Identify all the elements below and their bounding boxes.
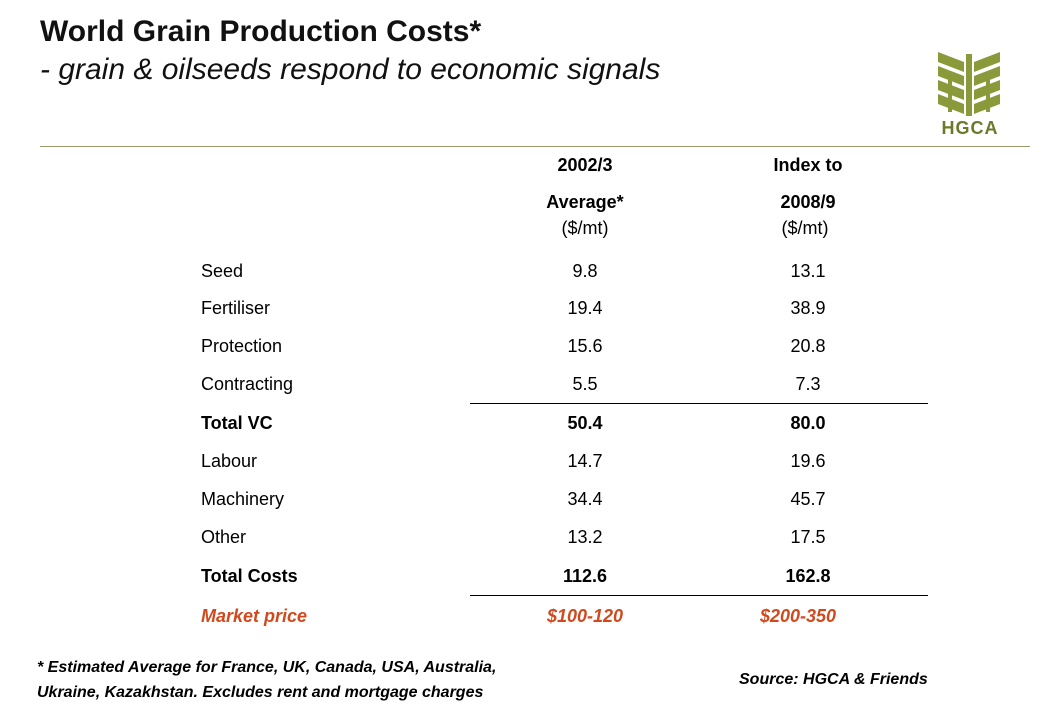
row-value-total-vc-2008: 80.0: [790, 413, 826, 433]
subtotal-divider: [470, 403, 928, 404]
col1-unit: ($/mt): [561, 218, 609, 238]
page-subtitle: - grain & oilseeds respond to economic s…: [40, 53, 661, 86]
page-title: World Grain Production Costs*: [40, 15, 482, 48]
row-label-total-costs: Total Costs: [201, 566, 298, 586]
row-label-contracting: Contracting: [201, 374, 294, 394]
col2-header-line1: Index to: [773, 155, 843, 175]
row-value-protection-2008: 20.8: [790, 336, 826, 356]
row-label-total-vc: Total VC: [201, 413, 273, 433]
row-label-other: Other: [201, 527, 247, 547]
row-value-market-price-2002: $100-120: [546, 606, 624, 626]
row-value-other-2002: 13.2: [567, 527, 603, 547]
row-value-total-costs-2008: 162.8: [785, 566, 831, 586]
hgca-wheat-logo-icon: [938, 52, 1000, 116]
row-value-other-2008: 17.5: [790, 527, 826, 547]
row-value-labour-2002: 14.7: [567, 451, 603, 471]
footnote-line2: Ukraine, Kazakhstan. Excludes rent and m…: [37, 684, 484, 701]
row-label-labour: Labour: [201, 451, 258, 471]
col1-header-line2: Average*: [546, 192, 624, 212]
total-divider: [470, 595, 928, 596]
row-value-seed-2008: 13.1: [790, 261, 826, 281]
row-label-market-price: Market price: [201, 606, 308, 626]
row-value-fertiliser-2002: 19.4: [567, 298, 603, 318]
footnote: * Estimated Average for France, UK, Cana…: [37, 655, 496, 705]
col2-header-line2: 2008/9: [780, 192, 836, 212]
source-note: Source: HGCA & Friends: [739, 671, 928, 688]
row-value-total-costs-2002: 112.6: [562, 566, 608, 586]
col2-unit: ($/mt): [781, 218, 829, 238]
row-value-total-vc-2002: 50.4: [567, 413, 603, 433]
row-label-fertiliser: Fertiliser: [201, 298, 271, 318]
col1-header-line1: 2002/3: [557, 155, 613, 175]
row-label-machinery: Machinery: [201, 489, 285, 509]
row-value-protection-2002: 15.6: [567, 336, 603, 356]
row-label-protection: Protection: [201, 336, 283, 356]
row-value-market-price-2008: $200-350: [759, 606, 837, 626]
row-value-contracting-2008: 7.3: [795, 374, 821, 394]
row-label-seed: Seed: [201, 261, 244, 281]
row-value-machinery-2002: 34.4: [567, 489, 603, 509]
row-value-machinery-2008: 45.7: [790, 489, 826, 509]
row-value-fertiliser-2008: 38.9: [790, 298, 826, 318]
title-divider: [40, 146, 1030, 147]
row-value-seed-2002: 9.8: [572, 261, 598, 281]
logo-text: HGCA: [941, 118, 999, 138]
row-value-labour-2008: 19.6: [790, 451, 826, 471]
row-value-contracting-2002: 5.5: [572, 374, 598, 394]
footnote-line1: * Estimated Average for France, UK, Cana…: [37, 659, 497, 676]
